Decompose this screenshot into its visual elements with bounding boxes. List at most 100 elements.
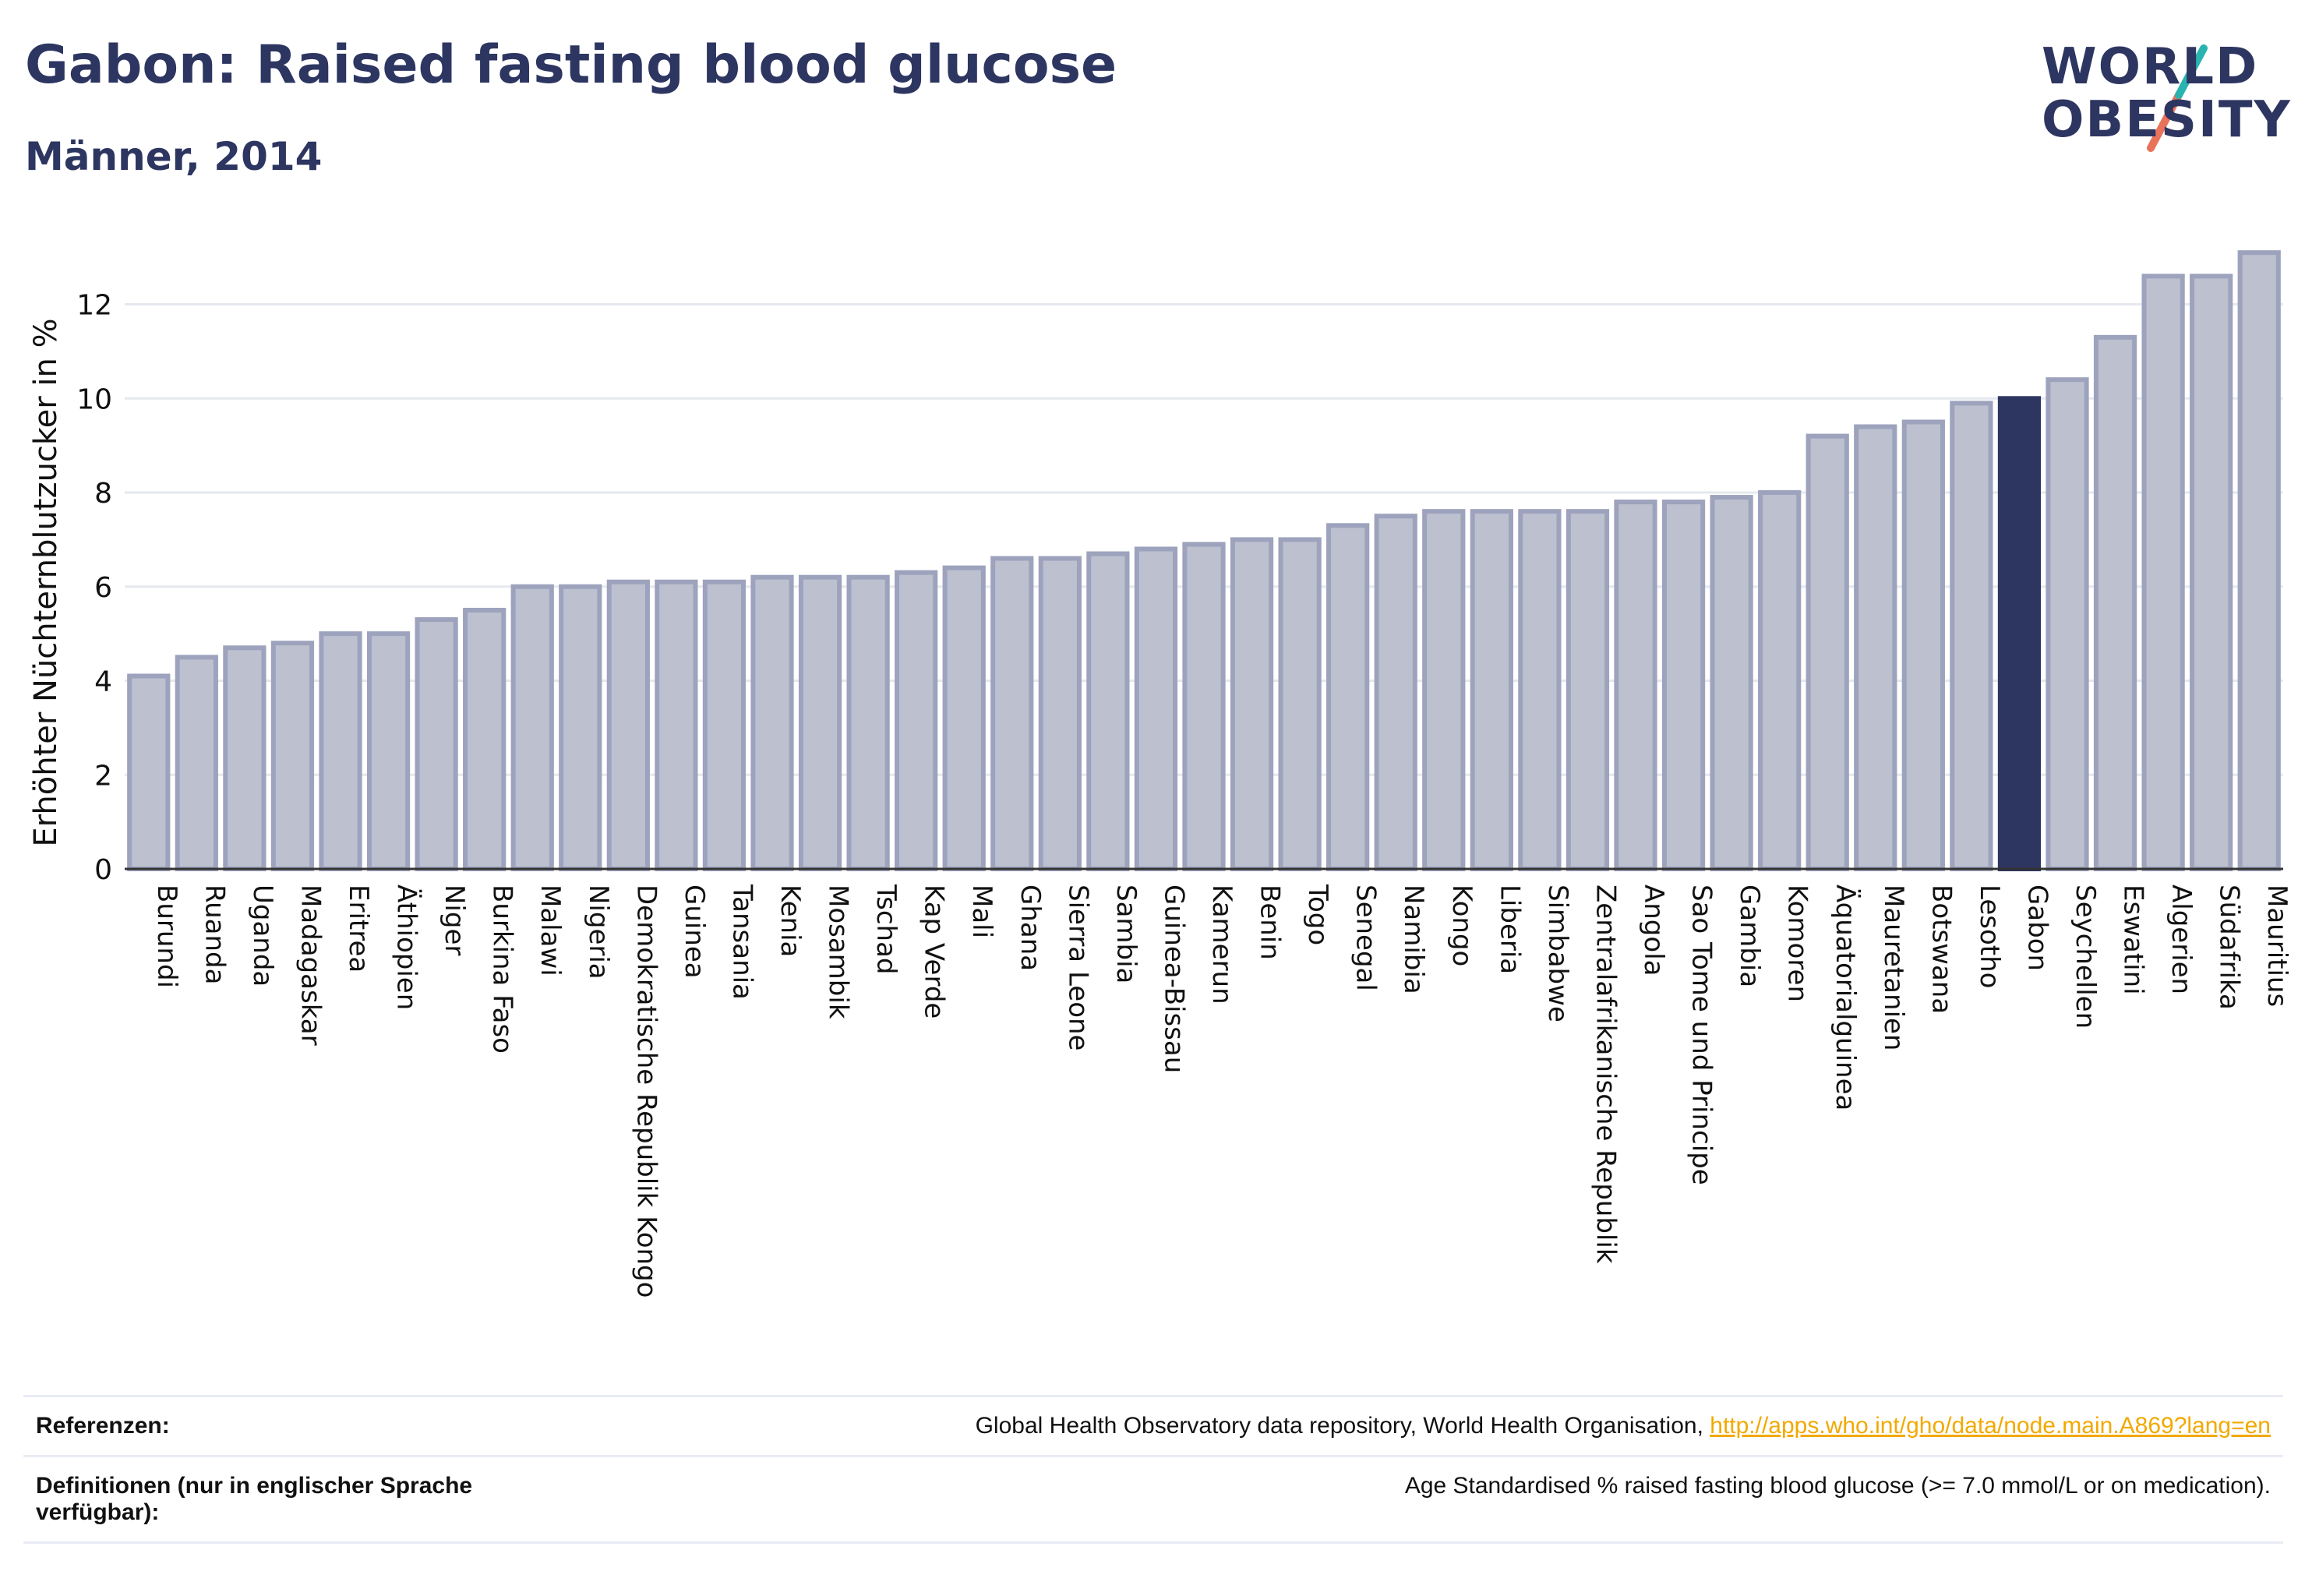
x-tick-label: Kamerun bbox=[1206, 885, 1237, 1005]
definitions-label: Definitionen (nur in englischer Sprache … bbox=[23, 1455, 594, 1544]
bar bbox=[1422, 509, 1466, 871]
y-tick-label: 2 bbox=[94, 760, 112, 792]
bar bbox=[606, 579, 650, 871]
bar bbox=[1470, 509, 1513, 871]
x-tick-label: Nigeria bbox=[583, 885, 614, 980]
x-tick-label: Niger bbox=[439, 885, 470, 955]
y-tick-label: 12 bbox=[76, 290, 112, 322]
x-tick-label: Mauritius bbox=[2261, 885, 2293, 1007]
bar bbox=[1374, 514, 1417, 871]
x-tick-label: Uganda bbox=[247, 885, 278, 987]
bar bbox=[1950, 401, 1993, 872]
definitions-value: Age Standardised % raised fasting blood … bbox=[594, 1455, 2283, 1544]
bar bbox=[1806, 433, 1849, 871]
references-table: Referenzen: Global Health Observatory da… bbox=[23, 1395, 2283, 1544]
x-tick-label: Togo bbox=[1302, 884, 1333, 945]
x-tick-label: Tansania bbox=[726, 884, 757, 1000]
y-tick-labels: 0 2 4 6 8 10 12 bbox=[76, 290, 112, 886]
y-tick-label: 4 bbox=[94, 666, 112, 698]
bar bbox=[1854, 424, 1897, 872]
x-tick-label: Simbabwe bbox=[1542, 885, 1573, 1022]
x-tick-label: Ruanda bbox=[199, 885, 230, 984]
x-tick-label: Eswatini bbox=[2118, 885, 2149, 995]
x-tick-label: Südafrika bbox=[2214, 885, 2245, 1010]
x-tick-label: Liberia bbox=[1494, 885, 1525, 974]
bar bbox=[270, 641, 315, 871]
y-tick-label: 6 bbox=[94, 572, 112, 604]
x-tick-label: Seychellen bbox=[2070, 885, 2101, 1029]
bar bbox=[1182, 542, 1226, 871]
x-tick-label: Madagaskar bbox=[295, 885, 326, 1046]
x-tick-labels: Burundi Ruanda Uganda Madagaskar Eritrea Äthi… bbox=[151, 884, 2293, 1298]
logo-slash-icon bbox=[2147, 44, 2208, 152]
bar bbox=[1758, 490, 1802, 871]
bar bbox=[2093, 334, 2137, 871]
bar bbox=[1086, 551, 1130, 871]
x-tick-label: Tschad bbox=[870, 884, 902, 975]
bar bbox=[990, 556, 1034, 871]
bar bbox=[319, 631, 362, 871]
bar bbox=[1901, 419, 1945, 871]
x-tick-label: Äthiopien bbox=[391, 885, 422, 1010]
bar bbox=[175, 655, 218, 871]
x-tick-label: Zentralafrikanische Republik bbox=[1590, 885, 1621, 1264]
bar bbox=[846, 574, 890, 871]
bar bbox=[702, 579, 747, 871]
x-tick-label: Malawi bbox=[535, 885, 566, 976]
bar bbox=[942, 565, 986, 871]
bar bbox=[2046, 377, 2089, 872]
x-tick-label: Gabon bbox=[2021, 885, 2053, 971]
logo-text-obesity: OBESITY bbox=[2042, 91, 2292, 149]
bar bbox=[559, 584, 602, 871]
bar bbox=[750, 574, 794, 871]
x-tick-label: Ghana bbox=[1015, 885, 1046, 971]
bar bbox=[127, 673, 171, 872]
references-text: Global Health Observatory data repositor… bbox=[975, 1413, 1710, 1439]
x-tick-label: Benin bbox=[1255, 885, 1286, 960]
x-tick-label: Burkina Faso bbox=[487, 885, 518, 1054]
x-tick-label: Burundi bbox=[151, 885, 182, 988]
chart-title: Gabon: Raised fasting blood glucose bbox=[25, 34, 1117, 96]
bar bbox=[1565, 509, 1610, 871]
definitions-row: Definitionen (nur in englischer Sprache … bbox=[23, 1455, 2283, 1544]
x-tick-label: Lesotho bbox=[1974, 885, 2005, 988]
x-tick-label: Kongo bbox=[1446, 885, 1477, 966]
logo-text-world: WORLD bbox=[2042, 38, 2259, 96]
x-tick-label: Guinea bbox=[679, 885, 710, 979]
x-tick-label: Angola bbox=[1638, 885, 1669, 976]
x-tick-label: Gambia bbox=[1734, 885, 1765, 987]
bar bbox=[2237, 250, 2281, 872]
bar bbox=[366, 631, 411, 871]
bar bbox=[1326, 523, 1370, 871]
chart-subtitle: Männer, 2014 bbox=[25, 134, 323, 179]
world-obesity-logo[interactable]: WORLD OBESITY bbox=[2026, 31, 2291, 164]
x-tick-label: Guinea-Bissau bbox=[1158, 885, 1189, 1073]
bar bbox=[1614, 500, 1657, 871]
references-link[interactable]: http://apps.who.int/gho/data/node.main.A… bbox=[1710, 1413, 2271, 1439]
x-tick-label: Komoren bbox=[1782, 885, 1813, 1002]
bar bbox=[655, 579, 698, 871]
x-tick-label: Algerien bbox=[2166, 885, 2197, 994]
bar bbox=[1518, 509, 1562, 871]
x-tick-label: Sambia bbox=[1110, 885, 1142, 983]
x-tick-label: Kap Verde bbox=[919, 885, 950, 1019]
references-label: Referenzen: bbox=[23, 1395, 594, 1457]
x-tick-label: Senegal bbox=[1350, 885, 1382, 991]
x-tick-label: Botswana bbox=[1926, 885, 1957, 1014]
y-axis-label: Erhöhter Nüchternblutzucker in % bbox=[28, 318, 64, 846]
x-tick-label: Namibia bbox=[1398, 885, 1429, 994]
bar bbox=[463, 607, 507, 871]
bar bbox=[1278, 537, 1322, 871]
y-tick-label: 8 bbox=[94, 478, 112, 510]
bar bbox=[1661, 500, 1706, 871]
x-tick-label: Demokratische Republik Kongo bbox=[630, 885, 662, 1298]
references-value: Global Health Observatory data repositor… bbox=[594, 1395, 2283, 1457]
x-tick-label: Eritrea bbox=[343, 885, 374, 973]
x-tick-label: Mali bbox=[966, 885, 997, 938]
x-tick-label: Sierra Leone bbox=[1062, 885, 1093, 1050]
y-tick-label: 10 bbox=[76, 383, 112, 415]
bar bbox=[2190, 274, 2233, 872]
bars bbox=[127, 250, 2281, 872]
x-tick-label: Äquatorialguinea bbox=[1830, 885, 1861, 1110]
bar bbox=[798, 574, 842, 871]
